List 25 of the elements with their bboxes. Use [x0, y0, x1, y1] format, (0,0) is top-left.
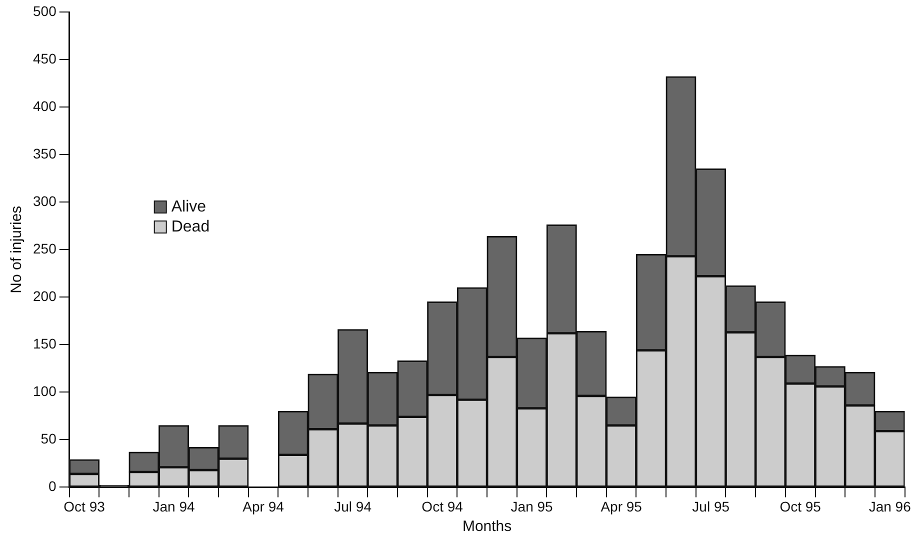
- x-tick-label: Jan 94: [152, 498, 196, 514]
- x-tick-label: Apr 95: [600, 498, 642, 514]
- y-tick-label: 400: [33, 98, 57, 114]
- x-axis-title: Months: [462, 518, 512, 536]
- y-tick-label: 300: [33, 192, 57, 209]
- x-tick-label: Oct 93: [64, 498, 106, 514]
- y-tick-label: 50: [40, 430, 57, 447]
- legend-label: Alive: [171, 198, 206, 216]
- y-tick-label: 350: [33, 145, 57, 162]
- x-tick-label: Jul 95: [692, 498, 730, 514]
- y-tick-label: 500: [33, 2, 57, 19]
- y-axis-title: No of injuries: [8, 206, 26, 294]
- x-tick-label: Jul 94: [334, 498, 372, 514]
- x-tick-label: Jan 96: [868, 498, 912, 514]
- legend-label: Dead: [171, 218, 210, 236]
- x-tick-label: Oct 95: [780, 498, 822, 514]
- x-tick-label: Jan 95: [510, 498, 554, 514]
- y-tick-label: 450: [33, 50, 57, 66]
- x-tick-label: Oct 94: [422, 498, 464, 514]
- y-tick-label: 250: [33, 240, 57, 256]
- y-tick-label: 200: [33, 288, 57, 304]
- x-tick-label: Apr 94: [242, 498, 284, 514]
- y-tick-label: 150: [33, 336, 57, 352]
- y-tick-label: 100: [33, 383, 57, 400]
- y-tick-label: 0: [48, 478, 57, 494]
